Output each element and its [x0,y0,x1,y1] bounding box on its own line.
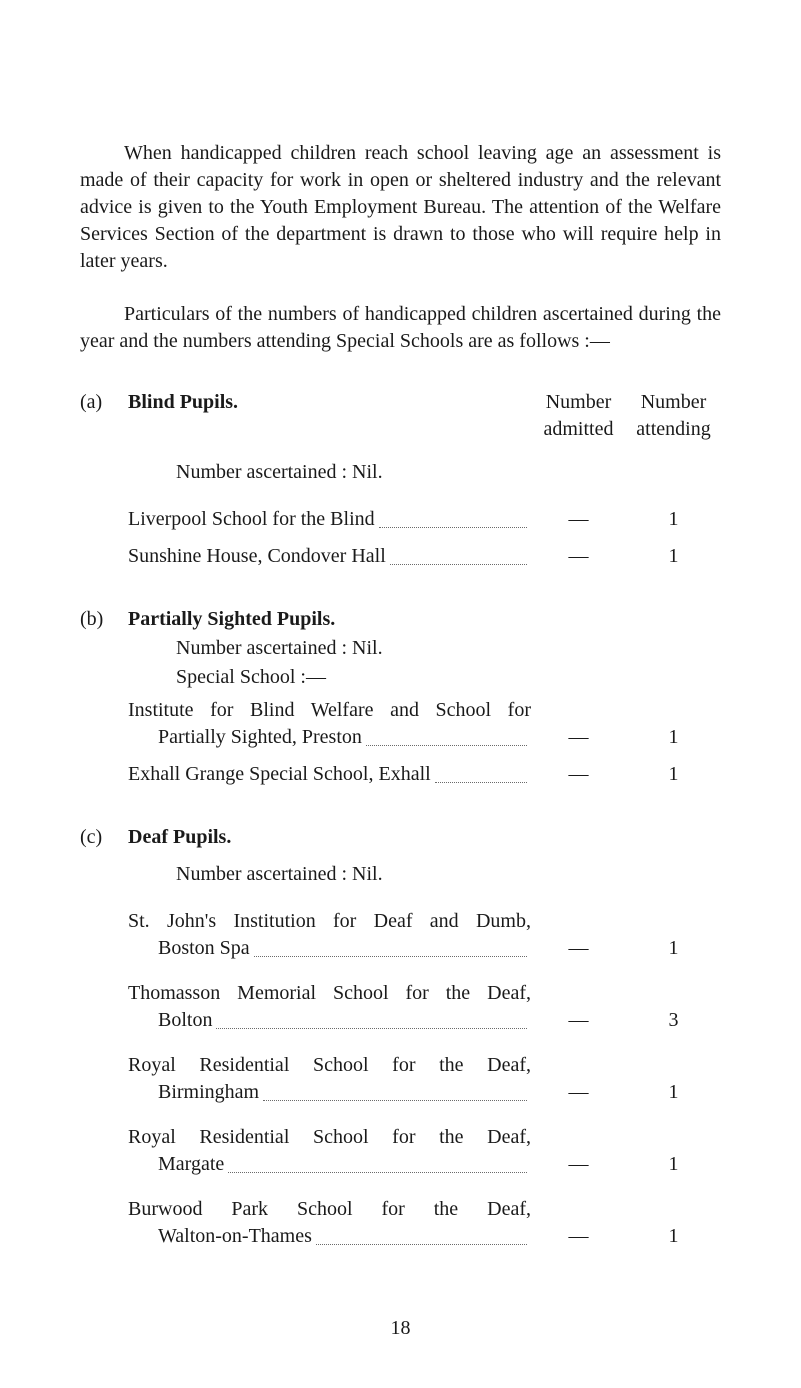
entry-label-l2: Walton-on-Thames [128,1223,312,1250]
section-c-note: Number ascertained : Nil. [176,861,721,888]
entry-label: Liverpool School for the Blind [128,506,375,533]
entry-admitted: — [531,1007,626,1034]
section-c-marker: (c) [80,824,128,851]
entry-attending: 1 [626,935,721,962]
entry-attending: 1 [626,506,721,533]
table-row: Liverpool School for the Blind — 1 [128,506,721,533]
entry-admitted: — [531,1223,626,1250]
leader-dots [390,564,527,565]
entry-admitted: — [531,1151,626,1178]
table-row: St. John's Institution for Deaf and Dumb… [128,908,721,962]
section-a-heading: Blind Pupils. [128,389,238,416]
section-b-heading: Partially Sighted Pupils. [128,606,335,633]
entry-admitted: — [531,506,626,533]
table-row: Thomasson Memorial School for the Deaf, … [128,980,721,1034]
section-c-heading: Deaf Pupils. [128,824,231,851]
entry-admitted: — [531,761,626,788]
entry-attending: 1 [626,761,721,788]
section-a-marker: (a) [80,389,128,416]
leader-dots [366,745,527,746]
section-b-row: (b) Partially Sighted Pupils. [80,606,721,633]
entry-attending: 1 [626,1079,721,1106]
column-header-row: (a) Blind Pupils. Number admitted Number… [80,389,721,443]
col-header-admitted-l1: Number [531,389,626,416]
entry-label-l1: Royal Residential School for the Deaf, [128,1052,531,1079]
entry-admitted: — [531,724,626,751]
table-row: Royal Residential School for the Deaf, M… [128,1124,721,1178]
intro-paragraph-2: Particulars of the numbers of handicappe… [80,301,721,355]
col-header-attending-l2: attending [626,416,721,443]
col-header-admitted-l2: admitted [531,416,626,443]
entry-attending: 1 [626,1223,721,1250]
entry-attending: 3 [626,1007,721,1034]
entry-label-l1: Burwood Park School for the Deaf, [128,1196,531,1223]
entry-label-l1: Thomasson Memorial School for the Deaf, [128,980,531,1007]
col-header-admitted: Number admitted [531,389,626,443]
section-b-marker: (b) [80,606,128,633]
entry-label-l1: Royal Residential School for the Deaf, [128,1124,531,1151]
section-b-note2: Special School :— [176,664,721,691]
leader-dots [379,527,527,528]
col-header-attending-l1: Number [626,389,721,416]
leader-dots [263,1100,527,1101]
entry-label-l2: Birmingham [128,1079,259,1106]
section-b-note1: Number ascertained : Nil. [176,635,721,662]
entry-label-l2: Partially Sighted, Preston [128,724,362,751]
table-row: Institute for Blind Welfare and School f… [128,697,721,751]
entry-admitted: — [531,1079,626,1106]
leader-dots [228,1172,527,1173]
entry-label: Sunshine House, Condover Hall [128,543,386,570]
entry-attending: 1 [626,724,721,751]
entry-label-l2: Margate [128,1151,224,1178]
entry-admitted: — [531,935,626,962]
col-header-attending: Number attending [626,389,721,443]
entry-attending: 1 [626,543,721,570]
entry-label-l1: Institute for Blind Welfare and School f… [128,697,531,724]
leader-dots [435,782,527,783]
leader-dots [216,1028,527,1029]
entry-attending: 1 [626,1151,721,1178]
section-a-note: Number ascertained : Nil. [176,459,721,486]
entry-label-l1: St. John's Institution for Deaf and Dumb… [128,908,531,935]
intro-paragraph-1: When handicapped children reach school l… [80,140,721,275]
leader-dots [254,956,527,957]
entry-admitted: — [531,543,626,570]
table-row: Burwood Park School for the Deaf, Walton… [128,1196,721,1250]
section-c-row: (c) Deaf Pupils. [80,824,721,851]
table-row: Royal Residential School for the Deaf, B… [128,1052,721,1106]
table-row: Sunshine House, Condover Hall — 1 [128,543,721,570]
table-row: Exhall Grange Special School, Exhall — 1 [128,761,721,788]
entry-label: Exhall Grange Special School, Exhall [128,761,431,788]
page-number: 18 [0,1315,801,1342]
leader-dots [316,1244,527,1245]
entry-label-l2: Boston Spa [128,935,250,962]
entry-label-l2: Bolton [128,1007,212,1034]
